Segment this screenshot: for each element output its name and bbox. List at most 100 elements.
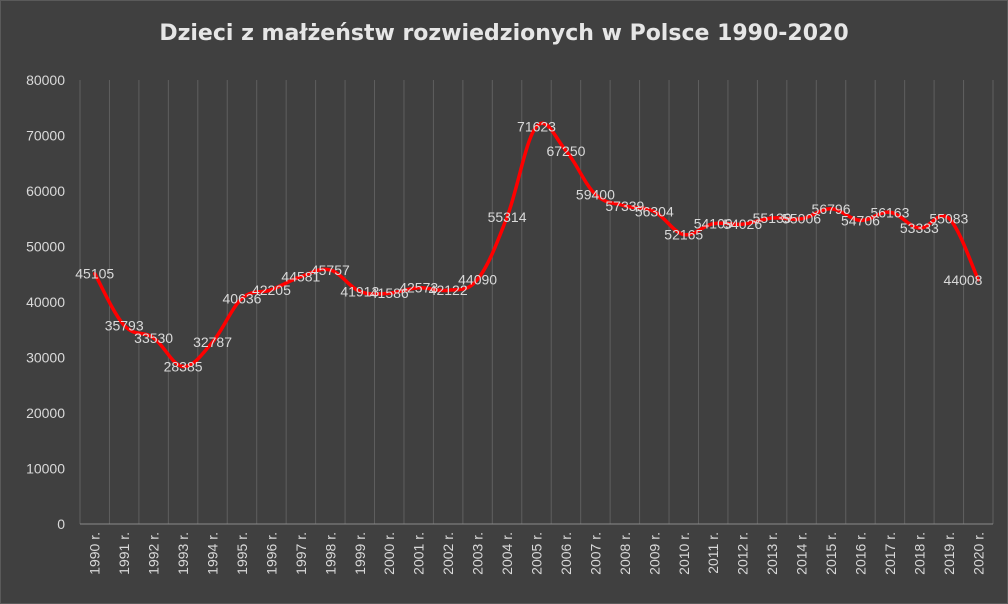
data-label: 56796 xyxy=(812,201,851,217)
chart-title: Dzieci z małżeństw rozwiedzionych w Pols… xyxy=(159,21,849,46)
data-point xyxy=(711,222,715,226)
data-point xyxy=(947,216,951,220)
y-tick-label: 0 xyxy=(57,516,65,532)
x-tick-label: 1990 r. xyxy=(87,532,103,575)
data-point xyxy=(770,216,774,220)
data-point xyxy=(387,291,391,295)
data-label: 54026 xyxy=(723,216,762,232)
data-label: 54706 xyxy=(841,212,880,228)
x-tick-label: 2020 r. xyxy=(970,532,986,575)
data-point xyxy=(535,124,538,128)
data-point xyxy=(652,210,656,214)
data-label: 55083 xyxy=(929,210,968,226)
x-tick-label: 2009 r. xyxy=(646,532,662,575)
data-point xyxy=(152,336,156,340)
data-point xyxy=(593,192,597,196)
y-tick-label: 10000 xyxy=(26,461,65,477)
data-label: 28385 xyxy=(164,358,203,374)
x-tick-label: 2010 r. xyxy=(676,532,692,575)
data-label: 54109 xyxy=(694,216,733,232)
data-label: 56163 xyxy=(870,204,909,220)
x-tick-label: 2016 r. xyxy=(852,532,868,575)
data-point xyxy=(358,289,362,293)
x-tick-label: 2011 r. xyxy=(705,532,721,574)
data-label: 71623 xyxy=(517,118,556,134)
x-tick-label: 2013 r. xyxy=(764,532,780,575)
data-point xyxy=(240,296,244,300)
x-tick-label: 2003 r. xyxy=(470,532,486,575)
y-tick-label: 40000 xyxy=(26,294,65,310)
x-tick-label: 2001 r. xyxy=(411,532,427,575)
data-point xyxy=(269,288,273,292)
data-label: 44581 xyxy=(281,269,320,285)
x-tick-label: 2014 r. xyxy=(794,532,810,575)
data-point xyxy=(800,217,804,221)
data-label: 59400 xyxy=(576,186,615,202)
x-tick-label: 2015 r. xyxy=(823,532,839,575)
x-tick-label: 1996 r. xyxy=(263,532,279,575)
x-tick-label: 1997 r. xyxy=(293,532,309,575)
data-label: 44008 xyxy=(944,272,983,288)
x-tick-label: 1995 r. xyxy=(234,532,250,575)
data-label: 53333 xyxy=(900,220,939,236)
series-layer xyxy=(92,121,981,369)
data-label: 42205 xyxy=(252,282,291,298)
x-tick-label: 2000 r. xyxy=(381,532,397,575)
axis-layer: 0 10000 20000 30000 40000 50000 60000 70000 8000… xyxy=(26,72,993,575)
data-point xyxy=(564,149,568,153)
grid-layer xyxy=(79,80,994,524)
data-point xyxy=(858,218,862,222)
x-tick-label: 2012 r. xyxy=(735,532,751,575)
x-tick-label: 1993 r. xyxy=(175,532,191,575)
data-label: 42122 xyxy=(429,282,468,298)
y-tick-label: 70000 xyxy=(26,128,65,144)
data-label: 41913 xyxy=(340,283,379,299)
data-label: 57339 xyxy=(605,198,644,214)
y-tick-label: 50000 xyxy=(26,239,65,255)
data-label: 35793 xyxy=(105,317,144,333)
x-tick-label: 2005 r. xyxy=(529,532,545,575)
data-point xyxy=(888,210,892,214)
data-label: 52165 xyxy=(664,226,703,242)
data-label: 55314 xyxy=(488,209,527,225)
x-tick-label: 2002 r. xyxy=(440,532,456,575)
data-point xyxy=(328,268,332,272)
data-point xyxy=(829,207,833,211)
x-tick-label: 1998 r. xyxy=(322,532,338,575)
x-tick-label: 2006 r. xyxy=(558,532,574,575)
data-point xyxy=(976,278,980,282)
data-point xyxy=(682,232,686,236)
y-tick-label: 80000 xyxy=(26,72,65,88)
x-tick-label: 2007 r. xyxy=(587,532,603,575)
x-tick-label: 1994 r. xyxy=(205,532,221,575)
data-label: 55006 xyxy=(782,211,821,227)
data-label: 42573 xyxy=(399,280,438,296)
x-tick-label: 1991 r. xyxy=(116,532,132,575)
data-label: 40636 xyxy=(223,290,262,306)
data-point xyxy=(741,222,745,226)
data-label: 56304 xyxy=(635,204,674,220)
data-point xyxy=(505,215,509,219)
data-point xyxy=(446,288,450,292)
x-tick-label: 2004 r. xyxy=(499,532,515,575)
data-label: 33530 xyxy=(134,330,173,346)
data-label: 41586 xyxy=(370,285,409,301)
data-point xyxy=(299,275,303,279)
x-tick-label: 1992 r. xyxy=(146,532,162,575)
x-tick-label: 1999 r. xyxy=(352,532,368,575)
x-tick-label: 2008 r. xyxy=(617,532,633,575)
data-point xyxy=(93,272,97,276)
x-tick-label: 2019 r. xyxy=(941,532,957,575)
data-point xyxy=(181,364,185,368)
data-label: 67250 xyxy=(546,143,585,159)
data-point xyxy=(122,323,126,327)
x-tick-label: 2017 r. xyxy=(882,532,898,575)
data-label: 45105 xyxy=(75,266,114,282)
data-point xyxy=(623,204,627,208)
data-label: 45757 xyxy=(311,262,350,278)
y-tick-label: 20000 xyxy=(26,405,65,421)
data-point xyxy=(417,286,421,290)
